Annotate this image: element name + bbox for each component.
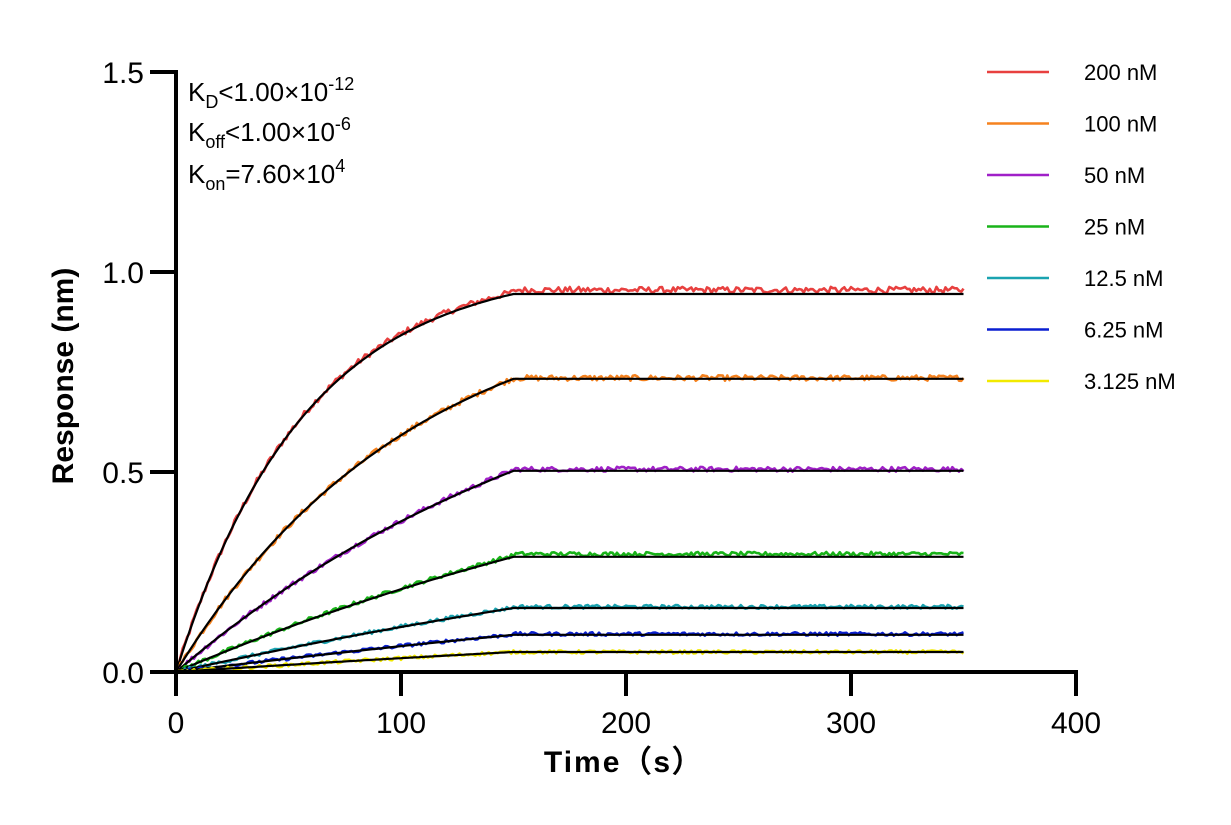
fit-line-100-nm	[175, 377, 964, 673]
ticks: 0 100 200 300 400 0.0 0.5 1.0 1.5	[102, 57, 1101, 740]
legend-label-100-nm: 100 nM	[1084, 112, 1157, 137]
x-tick-label: 100	[376, 707, 426, 740]
koff-annotation: Koff<1.00×10-6	[188, 114, 351, 152]
legend-label-25-nm: 25 nM	[1084, 215, 1145, 240]
fit-line-25-nm	[175, 555, 964, 674]
legend-label-6-25-nm: 6.25 nM	[1084, 318, 1164, 343]
series-line-25-nm	[175, 550, 964, 675]
x-tick-label: 200	[601, 707, 651, 740]
series-line-100-nm	[175, 373, 965, 674]
kd-annotation: KD<1.00×10-12	[188, 74, 354, 112]
series-line-200-nm	[174, 285, 965, 673]
fit-line-6-25-nm	[175, 633, 964, 674]
y-tick-label: 1.0	[102, 257, 144, 290]
legend-label-3-125-nm: 3.125 nM	[1084, 369, 1176, 394]
fit-line-200-nm	[174, 292, 964, 673]
series-line-3-125-nm	[175, 649, 965, 674]
fit-line-50-nm	[175, 469, 964, 673]
x-tick-label: 300	[826, 707, 876, 740]
series-line-12-5-nm	[175, 603, 964, 674]
series-line-6-25-nm	[175, 631, 964, 674]
series-line-50-nm	[175, 465, 965, 674]
kon-annotation: Kon=7.60×104	[188, 156, 345, 194]
y-tick-label: 1.5	[102, 57, 144, 90]
fit-line-12-5-nm	[175, 606, 964, 674]
y-tick-label: 0.0	[102, 657, 144, 690]
legend-label-50-nm: 50 nM	[1084, 163, 1145, 188]
kinetic-constants: KD<1.00×10-12 Koff<1.00×10-6 Kon=7.60×10…	[188, 74, 354, 194]
x-tick-label: 0	[168, 707, 185, 740]
y-axis-title: Response (nm)	[47, 268, 80, 485]
legend-label-12-5-nm: 12.5 nM	[1084, 266, 1164, 291]
x-tick-label: 400	[1051, 707, 1101, 740]
x-axis-title: Time（s）	[544, 745, 704, 779]
fit-line-3-125-nm	[175, 650, 964, 674]
plot-area	[174, 285, 965, 675]
legend: 200 nM 100 nM 50 nM 25 nM 12.5 nM 6.25 nM 3.12…	[987, 60, 1176, 394]
y-tick-label: 0.5	[102, 457, 144, 490]
legend-label-200-nm: 200 nM	[1084, 60, 1157, 85]
